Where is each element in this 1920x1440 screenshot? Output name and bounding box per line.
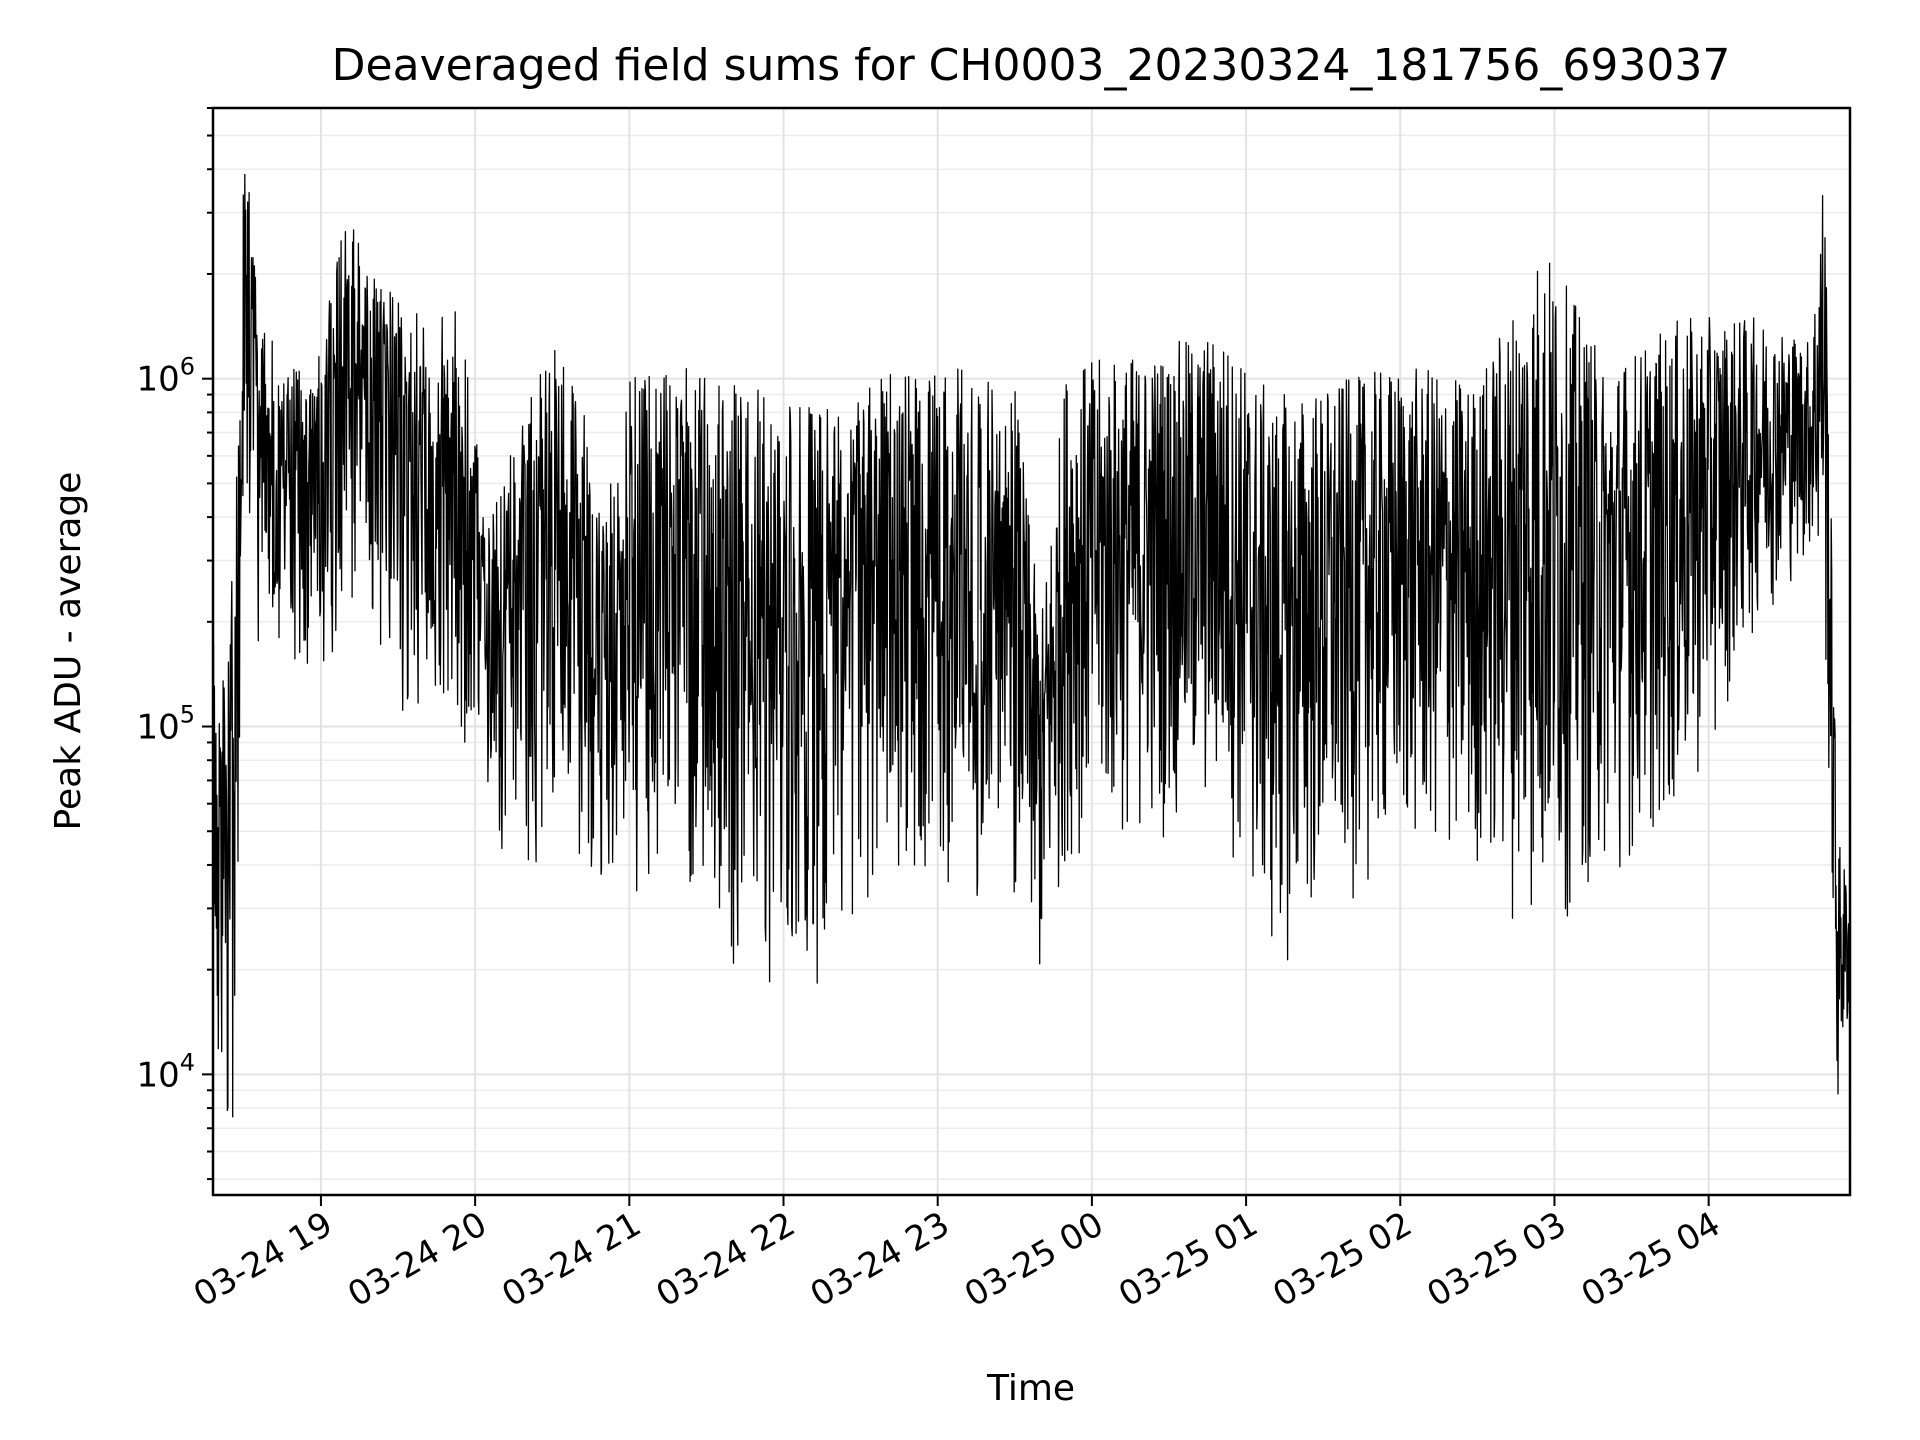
y-tick-label-2: 106 [136,353,195,400]
x-tick-label-0: 03-24 19 [187,1204,339,1315]
x-tick-label-6: 03-25 01 [1112,1204,1264,1315]
y-axis-label: Peak ADU - average [48,472,89,831]
x-tick-label-2: 03-24 21 [495,1204,647,1315]
x-tick-label-4: 03-24 23 [804,1204,956,1315]
series-layer [212,173,1851,1118]
series-line [212,173,1851,1118]
x-axis-label: Time [986,1368,1075,1409]
plot-frame [211,106,1852,1197]
y-tick-label-1: 105 [136,701,195,748]
x-tick-label-3: 03-24 22 [650,1204,802,1315]
x-tick-label-1: 03-24 20 [341,1204,493,1315]
y-axis-ticks: 104 105 106 [136,107,213,1181]
chart-title: Deaveraged field sums for CH0003_2023032… [332,40,1731,91]
x-axis-ticks: 03-24 19 03-24 20 03-24 21 03-24 22 03-24 23… [187,1195,1727,1315]
y-tick-label-0: 104 [136,1048,195,1095]
x-tick-label-7: 03-25 02 [1266,1204,1418,1315]
x-tick-label-9: 03-25 04 [1575,1204,1727,1315]
x-tick-label-8: 03-25 03 [1421,1204,1573,1315]
x-tick-label-5: 03-25 00 [958,1204,1110,1315]
